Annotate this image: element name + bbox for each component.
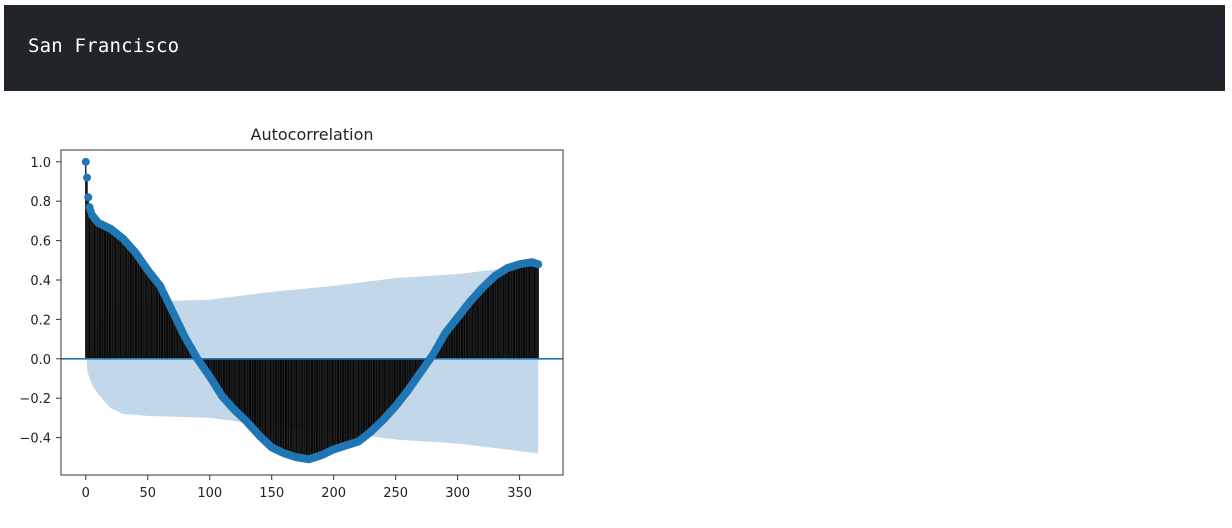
x-tick-label: 350 xyxy=(507,486,532,501)
plot-frame xyxy=(60,149,564,476)
autocorrelation-figure: Autocorrelation 0 50 100 150 200 250 300 350 1.… xyxy=(0,110,590,520)
y-tick-label: 1.0 xyxy=(30,156,51,171)
y-tick-label: 0.8 xyxy=(30,195,51,210)
x-axis: 0 50 100 150 200 250 300 350 xyxy=(82,475,532,501)
y-tick-label: 0.2 xyxy=(30,313,51,328)
acf-marker xyxy=(534,260,543,269)
x-tick-label: 300 xyxy=(445,486,470,501)
acf-marker xyxy=(83,173,92,182)
code-cell-header: San Francisco xyxy=(4,5,1225,91)
y-axis: 1.0 0.8 0.6 0.4 0.2 0.0 −0.2 −0.4 xyxy=(19,156,61,447)
y-tick-label: −0.4 xyxy=(19,432,51,447)
y-tick-label: −0.2 xyxy=(19,392,51,407)
x-tick-label: 0 xyxy=(82,486,90,501)
acf-marker xyxy=(81,157,90,166)
y-tick-label: 0.6 xyxy=(30,235,51,250)
y-tick-label: 0.0 xyxy=(30,353,51,368)
city-label: San Francisco xyxy=(28,35,180,57)
marker-layer xyxy=(81,157,543,464)
chart-title: Autocorrelation xyxy=(251,125,374,144)
x-tick-label: 50 xyxy=(139,486,156,501)
acf-marker xyxy=(84,193,93,202)
y-tick-label: 0.4 xyxy=(30,274,51,289)
x-tick-label: 150 xyxy=(259,486,284,501)
x-tick-label: 100 xyxy=(197,486,222,501)
x-tick-label: 250 xyxy=(383,486,408,501)
autocorrelation-chart: Autocorrelation 0 50 100 150 200 250 300 350 1.… xyxy=(19,125,564,501)
x-tick-label: 200 xyxy=(321,486,346,501)
